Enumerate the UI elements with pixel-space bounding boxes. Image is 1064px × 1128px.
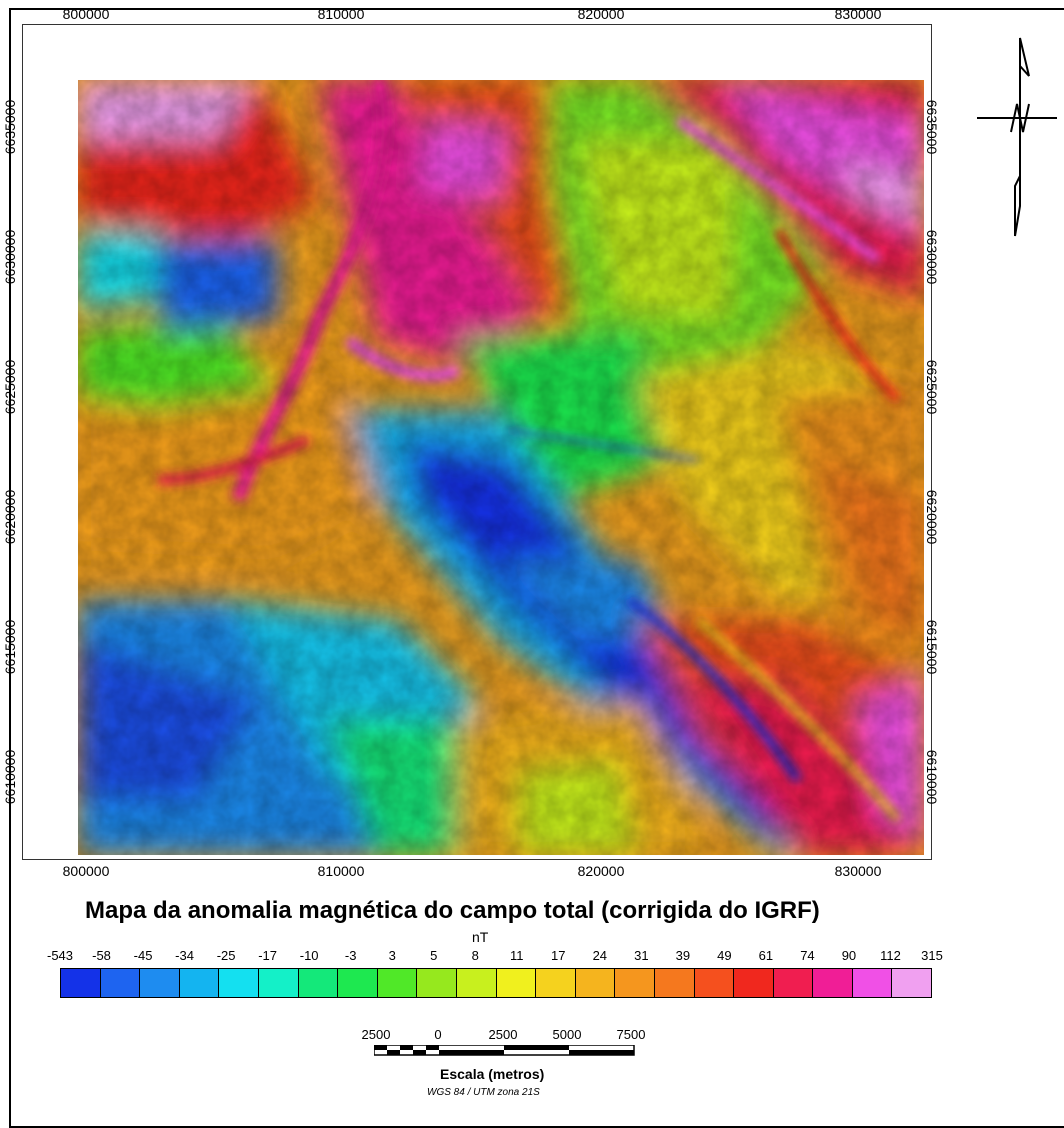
scale-label-3: 2500 [488,1027,518,1042]
legend-value: -25 [216,948,236,963]
legend-value: 61 [758,948,774,963]
y-tick-left-4: 6620000 [0,472,20,562]
y-tick-right-4-text: 6620000 [924,489,940,545]
legend-swatch [417,969,457,997]
map-frame [22,24,932,860]
legend-value: -10 [299,948,319,963]
north-arrow-icon [977,37,1057,237]
legend-swatch [100,969,141,997]
legend-value: 31 [634,948,649,963]
legend-value: 74 [800,948,815,963]
y-tick-left-4-text: 6620000 [2,489,18,545]
x-tick-bottom-4: 830000 [834,863,882,879]
projection-label: WGS 84 / UTM zona 21S [427,1087,540,1098]
y-tick-left-6: 6610000 [0,732,20,822]
x-tick-bottom-1: 800000 [62,863,110,879]
legend-value: 5 [430,948,438,963]
legend-swatch [258,969,299,997]
legend-swatch [377,969,418,997]
y-tick-left-3-text: 6625000 [2,359,18,415]
legend-swatch [813,969,853,997]
y-tick-right-3-text: 6625000 [924,359,940,415]
legend-value: 8 [471,948,479,963]
legend-value: 11 [510,948,524,963]
legend-swatch [654,969,695,997]
x-tick-top-3: 820000 [577,6,625,22]
legend-swatch [496,969,537,997]
y-tick-right-6: 6610000 [922,732,942,822]
y-tick-right-1-text: 6635000 [924,99,940,155]
legend-swatch [615,969,655,997]
y-tick-left-2: 6630000 [0,212,20,302]
scale-label-2: 0 [434,1027,442,1042]
y-tick-left-3: 6625000 [0,342,20,432]
y-tick-left-6-text: 6610000 [2,749,18,805]
y-tick-left-5: 6615000 [0,602,20,692]
y-tick-left-1-text: 6635000 [2,99,18,155]
magnetic-anomaly-map [78,80,924,855]
color-legend [60,968,932,998]
legend-value: 112 [880,948,901,963]
legend-swatch [61,969,101,997]
legend-swatch [694,969,735,997]
legend-swatch [734,969,774,997]
legend-swatch [773,969,814,997]
legend-swatch [456,969,497,997]
legend-swatch [219,969,259,997]
legend-value: 24 [592,948,608,963]
legend-swatch [575,969,616,997]
legend-swatch [338,969,378,997]
y-tick-right-5: 6615000 [922,602,942,692]
x-tick-top-4: 830000 [834,6,882,22]
y-tick-right-2-text: 6630000 [924,229,940,285]
legend-value: 315 [921,948,943,963]
legend-swatch [298,969,339,997]
legend-value: 17 [551,948,566,963]
y-tick-left-1: 6635000 [0,82,20,172]
x-tick-top-2: 810000 [317,6,365,22]
y-tick-right-3: 6625000 [922,342,942,432]
legend-unit: nT [472,929,489,945]
legend-value: 3 [388,948,396,963]
y-tick-right-1: 6635000 [922,82,942,172]
scale-label-1: 2500 [361,1027,391,1042]
legend-swatch [140,969,180,997]
x-tick-bottom-3: 820000 [577,863,625,879]
legend-value: -3 [344,948,357,963]
y-tick-left-2-text: 6630000 [2,229,18,285]
legend-value: -34 [175,948,194,963]
legend-value: 39 [675,948,691,963]
x-tick-top-1: 800000 [62,6,110,22]
legend-value: -58 [92,948,111,963]
scale-label-5: 7500 [616,1027,646,1042]
map-title: Mapa da anomalia magnética do campo tota… [85,897,820,924]
x-tick-bottom-2: 810000 [317,863,365,879]
legend-swatch [892,969,932,997]
scale-label-4: 5000 [552,1027,582,1042]
y-tick-right-4: 6620000 [922,472,942,562]
y-tick-left-5-text: 6615000 [2,619,18,675]
legend-value: -17 [258,948,278,963]
legend-swatch [536,969,576,997]
legend-value: -543 [46,948,74,963]
legend-swatch [179,969,220,997]
legend-swatch [852,969,893,997]
y-tick-right-6-text: 6610000 [924,749,940,805]
scale-bar [374,1045,635,1056]
legend-value: -45 [133,948,153,963]
scale-title: Escala (metros) [440,1066,545,1082]
legend-value: 90 [841,948,857,963]
y-tick-right-5-text: 6615000 [924,619,940,675]
y-tick-right-2: 6630000 [922,212,942,302]
legend-value: 49 [717,948,732,963]
